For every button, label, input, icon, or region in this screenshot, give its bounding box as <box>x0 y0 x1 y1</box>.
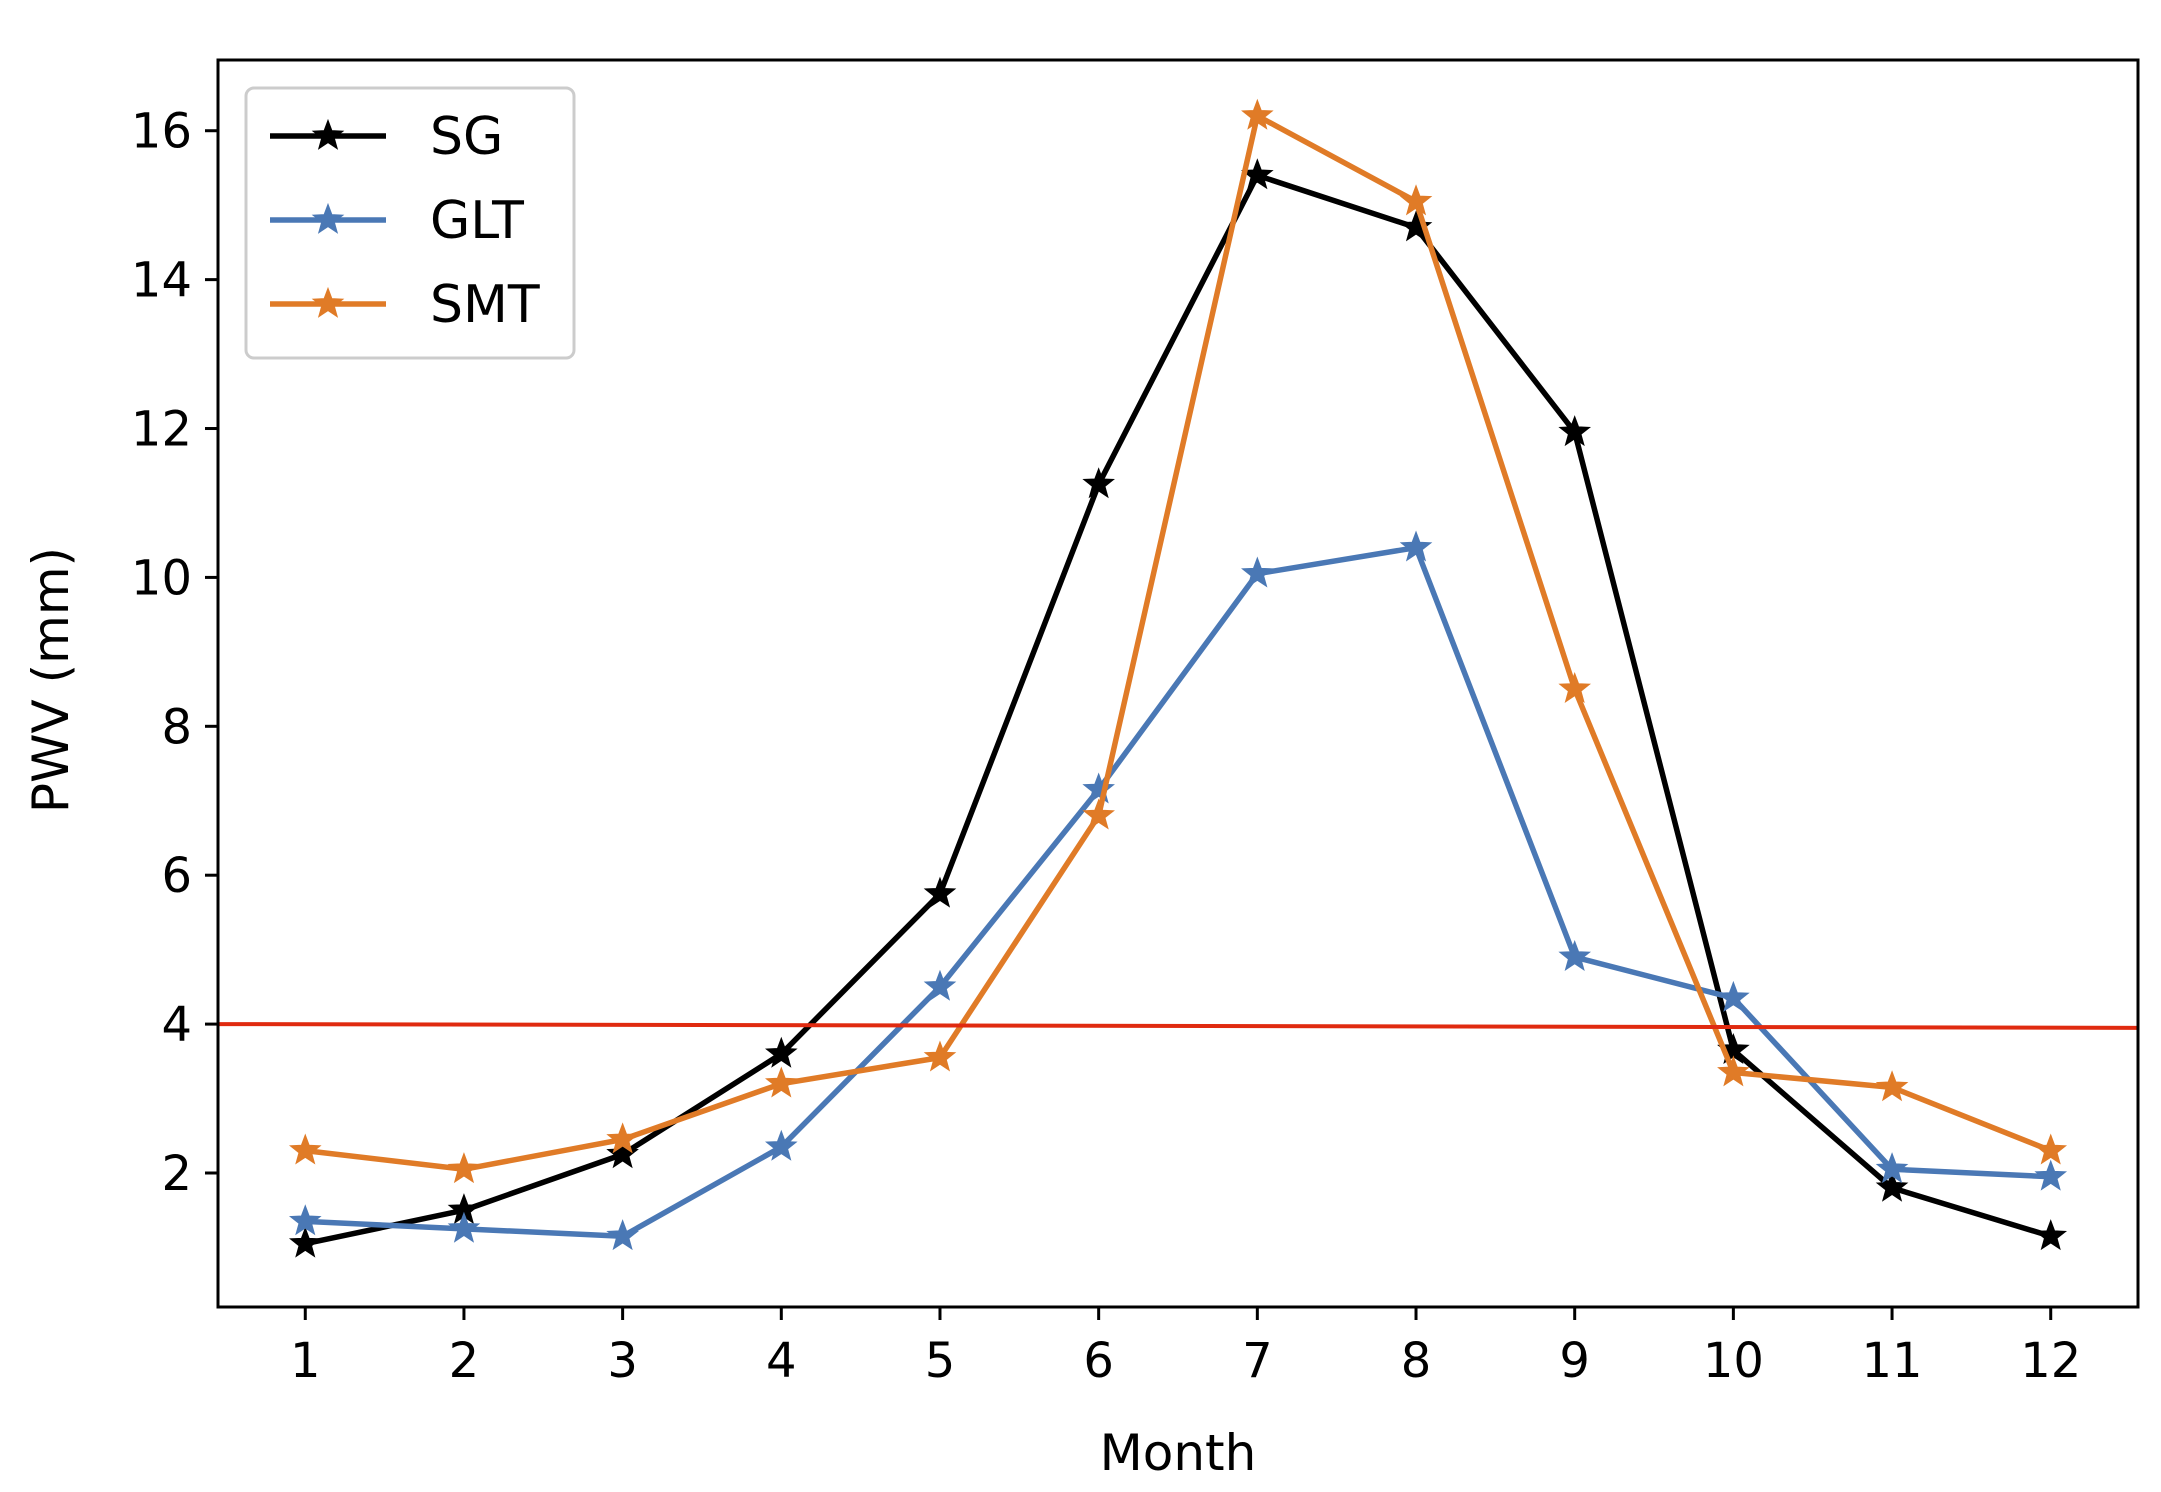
data-point-smt-8 <box>1399 184 1433 216</box>
data-point-smt-3 <box>606 1122 639 1154</box>
x-axis-label: Month <box>1100 1424 1257 1482</box>
x-tick-label-12: 12 <box>2020 1333 2081 1389</box>
data-point-smt-2 <box>447 1152 481 1184</box>
x-tick-label-8: 8 <box>1401 1333 1432 1389</box>
data-point-glt-10 <box>1717 980 1750 1012</box>
x-tick-label-5: 5 <box>925 1333 956 1389</box>
y-tick-label-16: 16 <box>131 104 192 160</box>
y-tick-label-12: 12 <box>131 402 192 458</box>
data-point-smt-12 <box>2034 1133 2068 1165</box>
x-tick-label-11: 11 <box>1862 1333 1923 1389</box>
y-tick-label-6: 6 <box>161 848 192 904</box>
data-point-sg-1 <box>288 1226 322 1258</box>
y-tick-label-14: 14 <box>131 253 192 309</box>
x-tick-label-7: 7 <box>1242 1333 1273 1389</box>
data-point-glt-6 <box>1082 772 1115 804</box>
x-tick-label-3: 3 <box>607 1333 638 1389</box>
plot-area <box>216 58 2140 1309</box>
data-point-smt-6 <box>1082 798 1115 830</box>
data-point-smt-5 <box>923 1040 957 1072</box>
data-point-sg-3 <box>606 1137 639 1169</box>
data-point-glt-7 <box>1241 556 1274 588</box>
x-tick-label-10: 10 <box>1703 1333 1764 1389</box>
data-point-sg-4 <box>765 1036 798 1068</box>
data-point-sg-8 <box>1399 210 1433 242</box>
series-line-smt <box>304 113 2052 1173</box>
data-point-glt-11 <box>1875 1152 1909 1184</box>
data-point-sg-6 <box>1082 467 1115 499</box>
legend-marker-glt <box>311 202 345 234</box>
data-point-glt-8 <box>1399 530 1433 562</box>
data-point-glt-12 <box>2034 1159 2068 1191</box>
legend-label-glt: GLT <box>430 191 524 251</box>
y-tick-label-2: 2 <box>161 1146 192 1202</box>
legend-marker-smt <box>311 286 345 318</box>
data-point-sg-11 <box>1875 1170 1909 1202</box>
y-tick-label-4: 4 <box>161 997 192 1053</box>
axes-frame <box>216 58 2140 1309</box>
data-point-glt-4 <box>765 1129 798 1161</box>
data-point-glt-1 <box>288 1204 322 1236</box>
x-tick-label-4: 4 <box>766 1333 797 1389</box>
data-point-smt-9 <box>1558 671 1591 703</box>
x-tick-label-6: 6 <box>1083 1333 1114 1389</box>
data-point-smt-4 <box>765 1066 798 1098</box>
reference-line-1 <box>217 1022 2139 1030</box>
data-point-smt-11 <box>1875 1070 1909 1102</box>
data-point-glt-3 <box>606 1219 639 1251</box>
data-point-smt-7 <box>1241 98 1274 130</box>
y-tick-label-10: 10 <box>131 550 192 606</box>
data-point-sg-12 <box>2034 1219 2068 1251</box>
legend: SG GLT SMT <box>244 86 576 360</box>
legend-label-smt: SMT <box>430 275 540 335</box>
data-point-sg-5 <box>923 876 957 908</box>
data-point-sg-9 <box>1558 415 1591 447</box>
data-point-glt-9 <box>1558 939 1591 971</box>
legend-marker-sg <box>311 118 345 150</box>
data-point-glt-5 <box>923 969 957 1001</box>
y-tick-label-8: 8 <box>161 699 192 755</box>
x-tick-label-9: 9 <box>1559 1333 1590 1389</box>
data-point-glt-2 <box>447 1211 481 1243</box>
x-tick-label-1: 1 <box>290 1333 321 1389</box>
data-point-smt-1 <box>288 1133 322 1165</box>
data-point-smt-10 <box>1717 1055 1750 1087</box>
legend-label-sg: SG <box>430 107 503 167</box>
y-axis-label: PWV (mm) <box>22 547 80 813</box>
x-tick-label-2: 2 <box>449 1333 480 1389</box>
